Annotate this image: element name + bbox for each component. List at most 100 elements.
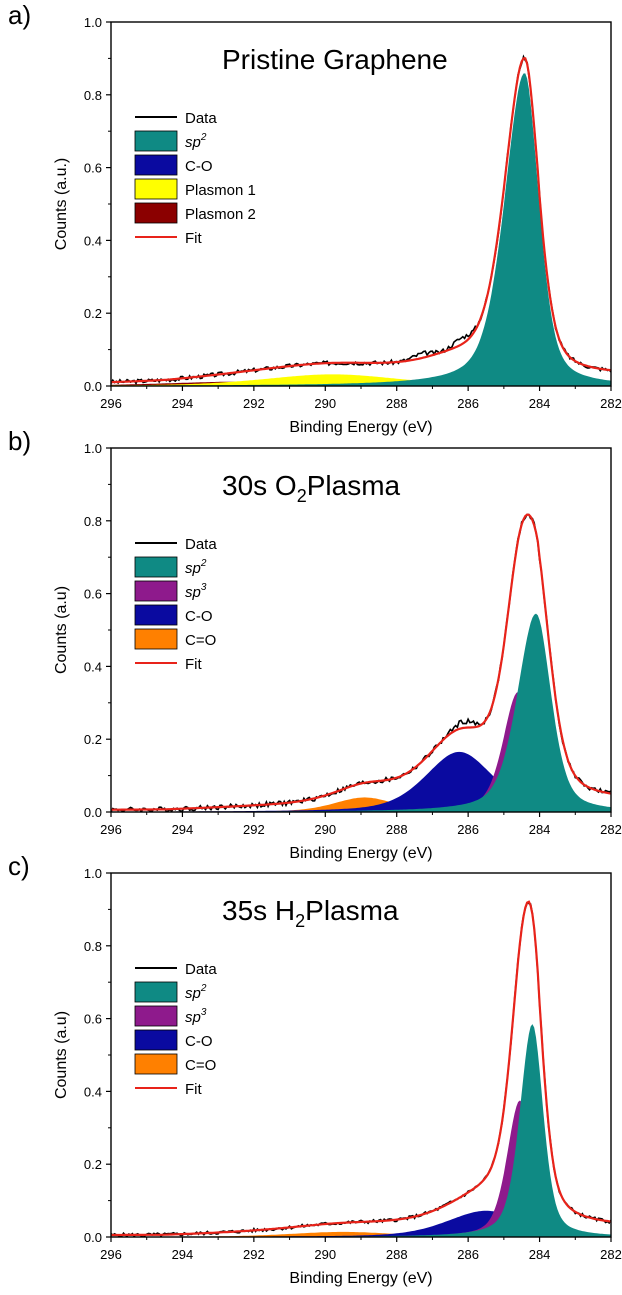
x-axis-label: Binding Energy (eV) (289, 845, 432, 862)
x-axis-label: Binding Energy (eV) (289, 1270, 432, 1287)
legend-label-superscript: 2 (200, 132, 207, 143)
x-tick-label: 292 (243, 822, 265, 837)
legend-label-text: sp (185, 134, 201, 151)
y-tick-label: 0.8 (84, 514, 102, 529)
legend-label-text: C-O (185, 608, 213, 625)
legend-label: sp3 (185, 1007, 207, 1026)
legend-label: Plasmon 2 (185, 206, 256, 223)
legend-label: sp2 (185, 558, 207, 577)
series-sp2-area (111, 613, 611, 812)
y-tick-label: 0.2 (84, 1157, 102, 1172)
chart-title: 35s H2Plasma (222, 895, 399, 931)
chart-title-rest: Plasma (305, 895, 399, 926)
legend-label: sp2 (185, 983, 207, 1002)
legend-patch-swatch (134, 178, 178, 200)
x-tick-label: 294 (172, 396, 194, 411)
panel-label: c) (8, 851, 30, 881)
y-tick-label: 0.4 (84, 233, 102, 248)
y-tick-label: 0.6 (84, 1012, 102, 1027)
legend-label: sp2 (185, 132, 207, 151)
x-tick-label: 288 (386, 822, 408, 837)
x-tick-label: 282 (600, 822, 622, 837)
legend-label-superscript: 3 (201, 582, 207, 593)
legend-label: C-O (185, 1033, 213, 1050)
legend-label: Data (185, 536, 217, 553)
series-plasmon-1-area (111, 374, 611, 386)
legend-label-text: Data (185, 536, 217, 553)
legend-label-text: sp (185, 1009, 201, 1026)
legend-label-text: Data (185, 110, 217, 127)
legend-label-text: C-O (185, 1033, 213, 1050)
series-c-o-area (111, 797, 611, 812)
y-axis-label: Counts (a.u) (53, 586, 70, 674)
chart-title-subscript: 2 (295, 911, 305, 931)
y-tick-label: 0.2 (84, 732, 102, 747)
legend-patch-swatch (134, 1005, 178, 1027)
x-tick-label: 296 (100, 1247, 122, 1262)
x-tick-label: 290 (314, 822, 336, 837)
chart-panel-b: b) 296 294 292 290 288 286 284 282 0.0 0.2 0.4 0.6 0.… (8, 426, 622, 862)
legend-label-text: Plasmon 2 (185, 206, 256, 223)
y-tick-label: 0.4 (84, 659, 102, 674)
x-tick-label: 282 (600, 396, 622, 411)
legend-patch-swatch (134, 604, 178, 626)
x-tick-label: 292 (243, 1247, 265, 1262)
x-tick-label: 294 (172, 1247, 194, 1262)
x-axis-label: Binding Energy (eV) (289, 419, 432, 436)
plot-area (111, 513, 611, 812)
chart-title-rest: Plasma (307, 470, 401, 501)
chart-title-main: 35s H (222, 895, 295, 926)
chart-title-subscript: 2 (297, 486, 307, 506)
legend-label-text: sp (185, 985, 201, 1002)
legend-label-text: Fit (185, 1081, 202, 1098)
series-fit-line (111, 900, 611, 1237)
y-tick-label: 0.4 (84, 1084, 102, 1099)
series-sp2-area (111, 73, 611, 386)
legend-label-text: C=O (185, 1057, 216, 1074)
x-tick-label: 292 (243, 396, 265, 411)
y-tick-label: 1.0 (84, 866, 102, 881)
chart-title-main: Pristine Graphene (222, 44, 448, 75)
y-tick-label: 0.0 (84, 379, 102, 394)
legend-label: Fit (185, 656, 202, 673)
legend-label: sp3 (185, 582, 207, 601)
y-tick-label: 0.6 (84, 587, 102, 602)
legend-label-text: Fit (185, 230, 202, 247)
x-tick-label: 286 (457, 1247, 479, 1262)
y-axis-label: Counts (a.u) (53, 1011, 70, 1099)
x-tick-label: 284 (529, 396, 551, 411)
x-tick-label: 284 (529, 1247, 551, 1262)
y-tick-label: 1.0 (84, 441, 102, 456)
legend: Data sp2 C-O Plasmon 1 Plasmon 2 Fit (134, 110, 256, 247)
x-tick-label: 290 (314, 396, 336, 411)
chart-panel-a: a) 296 294 292 290 288 286 284 282 0.0 0.2 0.4 0.6 0.… (8, 0, 622, 436)
legend-patch-swatch (134, 1029, 178, 1051)
panel-label: a) (8, 0, 31, 30)
plot-area (111, 900, 611, 1237)
legend-patch-swatch (134, 981, 178, 1003)
chart-title: Pristine Graphene (222, 44, 448, 75)
legend-patch-swatch (134, 202, 178, 224)
x-tick-label: 296 (100, 822, 122, 837)
y-axis-label: Counts (a.u.) (53, 158, 70, 250)
legend-label: Fit (185, 1081, 202, 1098)
legend-label-superscript: 2 (200, 558, 207, 569)
chart-title-main: 30s O (222, 470, 297, 501)
legend-label-superscript: 2 (200, 983, 207, 994)
chart-panel-c: c) 296 294 292 290 288 286 284 282 0.0 0.2 0.4 0.6 0.… (8, 851, 622, 1287)
plot-area (111, 54, 611, 386)
legend-label: Plasmon 1 (185, 182, 256, 199)
legend-patch-swatch (134, 130, 178, 152)
y-tick-label: 0.0 (84, 1230, 102, 1245)
x-tick-label: 296 (100, 396, 122, 411)
y-tick-label: 0.6 (84, 161, 102, 176)
legend-label: Data (185, 961, 217, 978)
legend-label-text: sp (185, 560, 201, 577)
chart-title: 30s O2Plasma (222, 470, 401, 506)
x-tick-label: 284 (529, 822, 551, 837)
legend-label-text: sp (185, 584, 201, 601)
series-fit-line (111, 57, 611, 384)
legend-label-text: Data (185, 961, 217, 978)
legend-patch-swatch (134, 580, 178, 602)
